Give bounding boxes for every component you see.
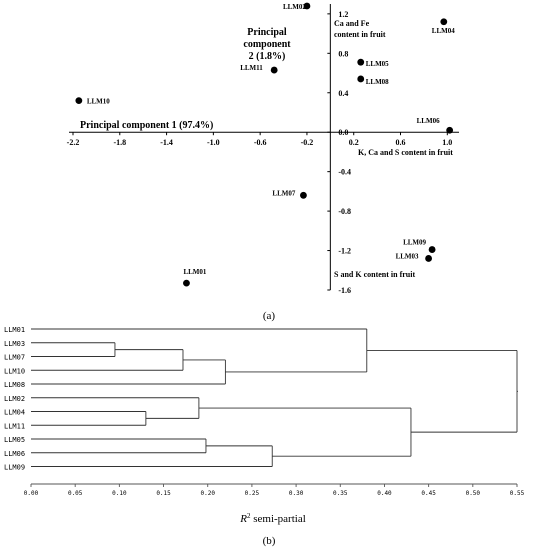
scatter-point	[357, 75, 365, 83]
dendrogram-branches	[31, 328, 518, 467]
leaf-label: LLM01	[4, 326, 25, 334]
dendrogram-tick-label: 0.30	[289, 490, 304, 497]
x-tick-label: 0.6	[396, 138, 406, 147]
scatter-point	[183, 279, 190, 287]
y-tick-label: -1.6	[338, 286, 351, 295]
annotation-ca-fe-line2: content in fruit	[334, 30, 386, 39]
dendrogram-tick-label: 0.25	[245, 490, 260, 497]
scatter-point	[270, 66, 278, 74]
x-tick-label: -1.8	[113, 138, 126, 147]
x-tick-label: 1.0	[442, 138, 452, 147]
leaf-label: LLM02	[4, 395, 25, 403]
x-tick-label: -1.4	[160, 138, 173, 147]
scatter-point	[357, 58, 365, 66]
dendrogram-tick-label: 0.00	[24, 490, 39, 497]
y-tick-label: -0.4	[338, 168, 351, 177]
y-axis-title-line3: 2 (1.8%)	[249, 51, 286, 62]
leaf-label: LLM09	[4, 464, 25, 472]
dendrogram-tick-label: 0.10	[112, 490, 127, 497]
scatter-tick-labels: -2.2 -1.8 -1.4 -1.0 -0.6 -0.2 0.2 0.6 1.0 1.2 0.8 0…	[67, 10, 453, 295]
dendrogram-tick-label: 0.05	[68, 490, 83, 497]
leaf-label: LLM03	[4, 340, 25, 348]
point-label: LLM03	[396, 252, 419, 260]
pca-scatter-plot: -2.2 -1.8 -1.4 -1.0 -0.6 -0.2 0.2 0.6 1.0 1.2 0.8 0…	[67, 2, 459, 322]
scatter-point	[428, 246, 436, 253]
scatter-point	[75, 97, 83, 105]
y-tick-label: -0.8	[338, 207, 351, 216]
point-label: LLM05	[366, 60, 389, 68]
x-tick-label: -1.0	[207, 138, 220, 147]
x-tick-label: -0.6	[254, 138, 267, 147]
dendrogram-axis: 0.00 0.05 0.10 0.15 0.20 0.25 0.30 0.35 0.40 0.45…	[24, 483, 525, 497]
dendrogram-tick-label: 0.20	[201, 490, 216, 497]
panel-label-b: (b)	[263, 535, 276, 547]
leaf-label: LLM07	[4, 354, 25, 362]
leaf-label: LLM05	[4, 436, 25, 444]
point-label: LLM09	[403, 239, 426, 247]
scatter-point	[440, 18, 448, 26]
scatter-point	[425, 255, 432, 262]
scatter-axes	[69, 4, 459, 291]
point-label: LLM11	[240, 64, 263, 72]
y-tick-label: 0.4	[338, 89, 348, 98]
panel-label-a: (a)	[263, 310, 276, 322]
y-tick-label: 0.8	[338, 49, 348, 58]
point-label: LLM10	[87, 98, 110, 106]
x-title-rest: semi-partial	[250, 513, 305, 525]
y-tick-label: -1.2	[338, 247, 351, 256]
leaf-label: LLM04	[4, 409, 25, 417]
x-tick-label: 0.2	[349, 138, 359, 147]
point-label: LLM04	[432, 27, 455, 35]
dendrogram-x-axis-title: R2 semi-partial	[239, 512, 306, 525]
leaf-label: LLM10	[4, 367, 25, 375]
point-label: LLM01	[183, 268, 206, 276]
scatter-point	[303, 2, 311, 10]
annotation-s-k: S and K content in fruit	[334, 270, 415, 279]
dendrogram-leaf-labels: LLM01 LLM03 LLM07 LLM10 LLM08 LLM02 LLM04 LLM11…	[4, 326, 25, 472]
x-tick-label: -0.2	[301, 138, 314, 147]
point-label: LLM08	[366, 78, 389, 86]
leaf-label: LLM08	[4, 381, 25, 389]
annotation-k-ca-s: K, Ca and S content in fruit	[358, 148, 453, 157]
dendrogram-tick-label: 0.45	[421, 490, 436, 497]
point-label: LLM02	[283, 3, 306, 11]
y-tick-label: 0.0	[338, 128, 348, 137]
y-axis-title-line1: Principal	[247, 27, 287, 38]
leaf-label: LLM06	[4, 450, 25, 458]
dendrogram-tick-label: 0.40	[377, 490, 392, 497]
x-tick-label: -2.2	[67, 138, 80, 147]
leaf-label: LLM11	[4, 422, 25, 430]
dendrogram-tick-label: 0.15	[156, 490, 171, 497]
y-tick-label: 1.2	[338, 10, 348, 19]
annotation-ca-fe-line1: Ca and Fe	[334, 19, 370, 28]
cluster-dendrogram: LLM01 LLM03 LLM07 LLM10 LLM08 LLM02 LLM04 LLM11…	[4, 326, 525, 547]
dendrogram-tick-label: 0.50	[466, 490, 481, 497]
point-label: LLM07	[272, 189, 295, 197]
scatter-point	[446, 126, 454, 134]
dendrogram-tick-label: 0.55	[510, 490, 525, 497]
scatter-point	[300, 191, 307, 199]
y-axis-title-line2: component	[243, 39, 291, 50]
scatter-points: LLM02 LLM04 LLM05 LLM08 LLM11 LLM10 LLM06 LLM07…	[75, 2, 455, 287]
point-label: LLM06	[417, 117, 440, 125]
x-title-superscript: 2	[247, 512, 251, 520]
dendrogram-tick-label: 0.35	[333, 490, 348, 497]
x-title-symbol: R	[239, 513, 247, 525]
x-axis-title: Principal component 1 (97.4%)	[80, 120, 213, 131]
